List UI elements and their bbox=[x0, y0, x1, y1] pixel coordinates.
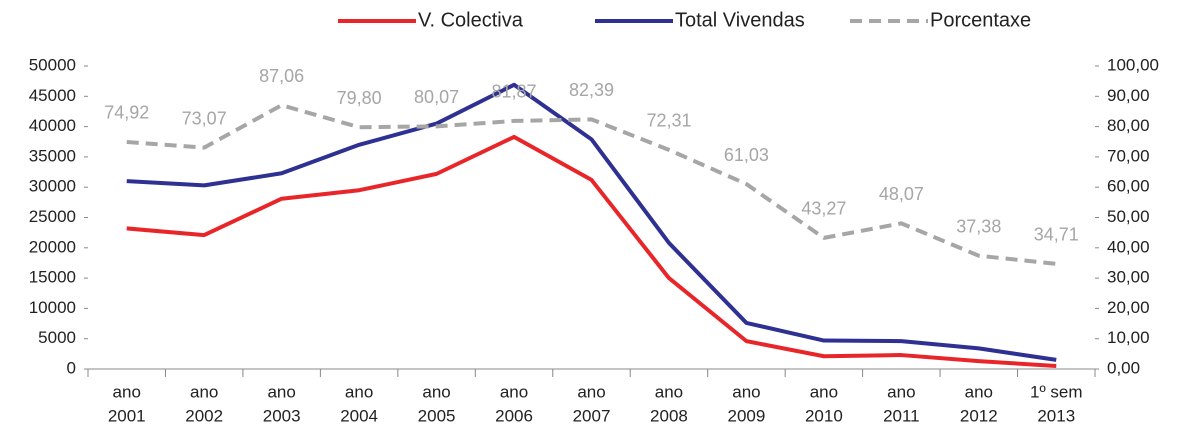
y-tick-label: 30000 bbox=[29, 177, 76, 196]
x-tick-label: 1º sem bbox=[1030, 382, 1083, 401]
x-tick-label: ano bbox=[577, 382, 605, 401]
data-label: 87,06 bbox=[259, 66, 304, 86]
y2-tick-label: 30,00 bbox=[1107, 268, 1150, 287]
y2-tick-label: 10,00 bbox=[1107, 328, 1150, 347]
x-tick-label: ano bbox=[267, 382, 295, 401]
data-label: 34,71 bbox=[1034, 225, 1079, 245]
x-tick-label: 2012 bbox=[960, 406, 998, 425]
y-tick-label: 0 bbox=[67, 358, 76, 377]
series-line bbox=[126, 134, 1057, 368]
x-tick-label: ano bbox=[655, 382, 683, 401]
y-tick-label: 5000 bbox=[38, 328, 76, 347]
x-tick-label: 2001 bbox=[108, 406, 146, 425]
y-tick-label: 45000 bbox=[29, 86, 76, 105]
x-tick-label: 2010 bbox=[805, 406, 843, 425]
data-label: 74,92 bbox=[104, 103, 149, 123]
x-tick-label: 2008 bbox=[650, 406, 688, 425]
x-tick-label: ano bbox=[422, 382, 450, 401]
y-tick-label: 25000 bbox=[29, 207, 76, 226]
x-tick-label: 2011 bbox=[883, 406, 920, 425]
y-tick-label: 50000 bbox=[29, 55, 76, 74]
x-tick-label: 2003 bbox=[263, 406, 301, 425]
x-tick-label: ano bbox=[345, 382, 373, 401]
data-label: 82,39 bbox=[569, 80, 614, 100]
y2-tick-label: 20,00 bbox=[1107, 298, 1150, 317]
data-label: 80,07 bbox=[414, 87, 459, 107]
x-tick-label: 2005 bbox=[418, 406, 456, 425]
y2-tick-label: 50,00 bbox=[1107, 207, 1150, 226]
y2-tick-label: 70,00 bbox=[1107, 146, 1150, 165]
data-label: 73,07 bbox=[182, 108, 227, 128]
data-label: 37,38 bbox=[956, 216, 1001, 236]
x-tick-label: ano bbox=[965, 382, 993, 401]
x-tick-label: 2013 bbox=[1037, 406, 1075, 425]
y-tick-label: 40000 bbox=[29, 116, 76, 135]
legend-label: V. Colectiva bbox=[418, 9, 524, 31]
x-tick-label: ano bbox=[500, 382, 528, 401]
data-label: 61,03 bbox=[724, 145, 769, 165]
series-line bbox=[126, 82, 1057, 362]
x-tick-label: 2007 bbox=[573, 406, 611, 425]
series-line bbox=[126, 103, 1057, 266]
x-tick-label: 2002 bbox=[185, 406, 223, 425]
y2-tick-label: 90,00 bbox=[1107, 86, 1150, 105]
y2-tick-label: 0,00 bbox=[1107, 358, 1140, 377]
data-label: 81,87 bbox=[492, 82, 537, 102]
x-tick-label: 2009 bbox=[728, 406, 766, 425]
y-tick-label: 20000 bbox=[29, 237, 76, 256]
data-label: 43,27 bbox=[801, 199, 846, 219]
y-tick-label: 35000 bbox=[29, 146, 76, 165]
x-tick-label: ano bbox=[732, 382, 760, 401]
y2-tick-label: 60,00 bbox=[1107, 177, 1150, 196]
y-tick-label: 15000 bbox=[29, 268, 76, 287]
x-tick-label: ano bbox=[190, 382, 218, 401]
y-tick-label: 10000 bbox=[29, 298, 76, 317]
x-tick-label: ano bbox=[113, 382, 141, 401]
data-label: 48,07 bbox=[879, 184, 924, 204]
legend-label: Porcentaxe bbox=[930, 9, 1031, 31]
x-tick-label: 2006 bbox=[495, 406, 533, 425]
y2-tick-label: 80,00 bbox=[1107, 116, 1150, 135]
x-tick-label: ano bbox=[810, 382, 838, 401]
x-tick-label: 2004 bbox=[340, 406, 378, 425]
data-label: 79,80 bbox=[337, 88, 382, 108]
y2-tick-label: 100,00 bbox=[1107, 55, 1159, 74]
data-label: 72,31 bbox=[646, 111, 691, 131]
legend-label: Total Vivendas bbox=[675, 9, 805, 31]
x-tick-label: ano bbox=[887, 382, 915, 401]
y2-tick-label: 40,00 bbox=[1107, 237, 1150, 256]
